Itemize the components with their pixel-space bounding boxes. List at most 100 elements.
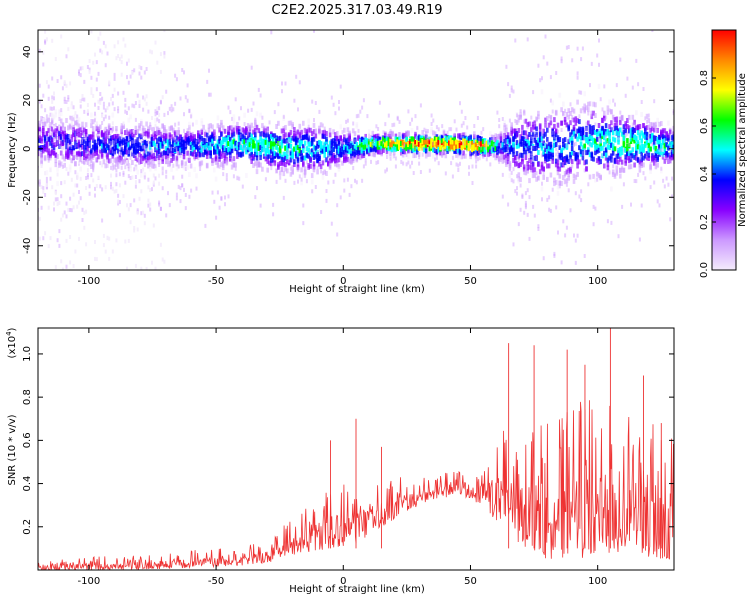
spectrogram-cell	[88, 67, 91, 72]
spectrogram-cell	[63, 139, 66, 144]
spectrogram-cell	[574, 260, 577, 265]
spectrogram-cell	[200, 152, 203, 157]
spectrogram-cell	[143, 172, 147, 178]
spectrogram-cell	[94, 102, 96, 107]
spectrogram-cell	[631, 129, 635, 135]
spectrogram-cell	[582, 22, 584, 26]
spectrogram-cell	[516, 191, 518, 196]
spectrogram-cell	[449, 144, 453, 150]
spectrogram-cell	[268, 136, 271, 142]
spectrogram-cell	[546, 163, 549, 169]
spectrogram-cell	[476, 145, 480, 151]
spectrogram-cell	[211, 190, 214, 195]
spectrogram-cell	[603, 163, 606, 169]
spectrogram-cell	[97, 36, 100, 41]
spectrogram-cell	[147, 139, 150, 144]
spectrogram-cell	[624, 133, 627, 138]
spectrogram-cell	[516, 113, 518, 118]
spectrogram-cell	[243, 112, 246, 118]
spectrogram-cell	[501, 142, 505, 148]
spectrogram-cell	[533, 172, 537, 178]
spectrogram-cell	[83, 225, 86, 230]
spectrogram-cell	[652, 127, 656, 133]
spectrogram-cell	[309, 163, 312, 169]
spectrogram-cell	[558, 142, 561, 147]
spectrogram-cell	[86, 109, 89, 114]
spectrogram-cell	[346, 137, 350, 143]
spectrogram-cell	[672, 149, 674, 155]
spectrogram-cell	[517, 154, 521, 160]
spectrogram-cell	[99, 139, 102, 145]
spectrogram-cell	[615, 153, 619, 159]
spectrogram-cell	[111, 101, 114, 106]
spectrogram-cell	[455, 162, 458, 167]
spectrogram-cell	[615, 125, 619, 131]
spectrogram-cell	[626, 131, 629, 136]
spectrogram-cell	[611, 130, 615, 136]
spectrogram-cell	[535, 155, 538, 161]
spectrogram-cell	[138, 146, 141, 151]
spectrogram-cell	[163, 144, 166, 149]
spectrogram-cell	[116, 159, 120, 165]
spectrogram-cell	[118, 141, 122, 147]
spectrogram-cell	[159, 141, 163, 147]
spectrogram-cell	[261, 147, 264, 153]
spectrogram-cell	[189, 150, 193, 156]
spectrogram-cell	[127, 238, 130, 243]
spectrogram-cell	[91, 163, 95, 169]
spectrogram-cell	[651, 126, 654, 132]
spectrogram-cell	[592, 204, 595, 209]
spectrogram-cell	[215, 215, 218, 220]
spectrogram-cell	[116, 143, 120, 149]
spectrogram-cell	[487, 151, 490, 157]
spectrogram-cell	[252, 126, 255, 131]
spectrogram-cell	[58, 117, 61, 121]
spectrogram-cell	[88, 191, 91, 196]
spectrogram-cell	[617, 128, 620, 134]
spectrogram-cell	[76, 114, 79, 119]
spectrogram-cell	[117, 199, 120, 204]
spectrogram-cell	[557, 129, 559, 134]
spectrogram-cell	[542, 174, 545, 180]
spectrogram-cell	[69, 235, 72, 239]
spectrogram-cell	[180, 143, 184, 149]
spectrogram-cell	[225, 137, 229, 143]
spectrogram-cell	[503, 125, 506, 131]
spectrogram-cell	[136, 210, 139, 215]
spectrogram-cell	[83, 109, 86, 114]
spectrogram-cell	[70, 143, 73, 148]
spectrogram-cell	[186, 164, 189, 170]
spectrogram-cell	[321, 160, 325, 166]
spectrogram-cell	[627, 151, 631, 156]
spectrogram-cell	[149, 144, 152, 149]
spectrogram-cell	[147, 126, 150, 132]
spectrogram-cell	[234, 146, 237, 152]
spectrogram-cell	[578, 194, 581, 199]
spectrogram-cell	[583, 91, 586, 97]
spectrogram-cell	[325, 171, 328, 176]
spectrogram-cell	[343, 178, 346, 183]
spectrogram-cell	[74, 131, 77, 137]
spectrogram-cell	[348, 137, 351, 142]
spectrogram-cell	[583, 107, 586, 113]
spectrogram-cell	[88, 135, 91, 141]
spectrogram-cell	[104, 131, 107, 137]
spectrogram-cell	[629, 136, 633, 142]
spectrogram-cell	[202, 148, 205, 153]
spectrogram-cell	[300, 135, 303, 140]
spectrogram-cell	[252, 143, 255, 149]
spectrogram-cell	[291, 135, 294, 141]
spectrogram-cell	[346, 133, 350, 139]
spectrogram-cell	[268, 120, 271, 125]
spectrogram-cell	[70, 208, 73, 213]
spectrogram-cell	[613, 117, 617, 123]
spectrogram-cell	[70, 101, 73, 106]
spectrogram-cell	[134, 263, 137, 268]
spectrogram-cell	[635, 125, 638, 131]
spectrogram-cell	[346, 127, 350, 133]
spectrogram-cell	[177, 127, 180, 132]
spectrogram-cell	[524, 200, 527, 205]
spectrogram-cell	[549, 141, 553, 147]
spectrogram-cell	[389, 156, 392, 161]
spectrogram-cell	[352, 121, 355, 126]
